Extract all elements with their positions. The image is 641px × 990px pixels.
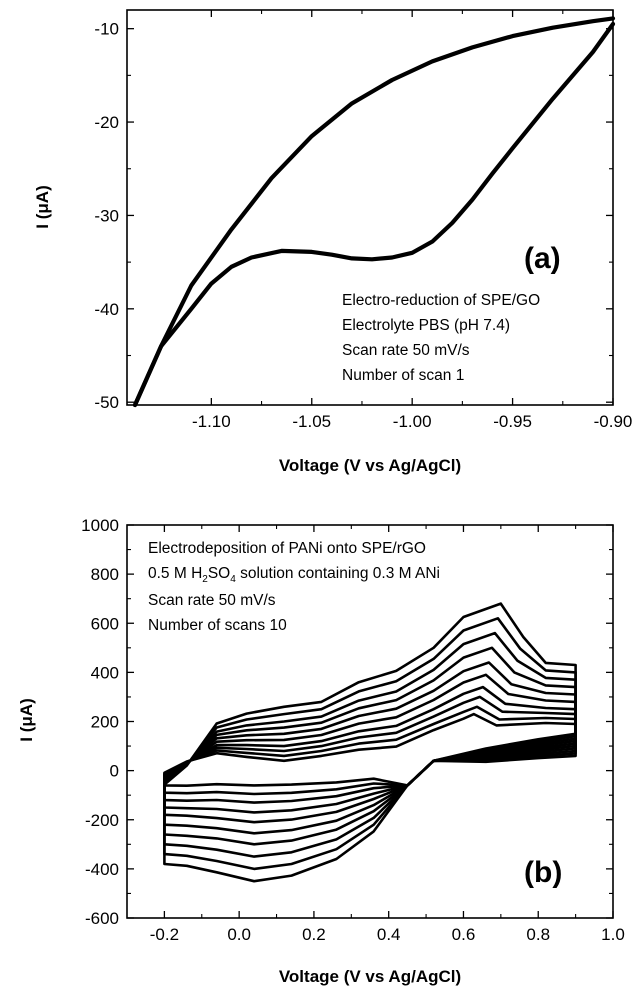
- cv-scan-b-8: [163, 695, 577, 804]
- axis-ticks-b: [127, 524, 614, 919]
- plot-frame-a: [126, 9, 614, 406]
- y-tick-label-b: -200: [85, 811, 119, 830]
- cv-branch-a-1: [132, 16, 616, 408]
- x-tick-label-a: -1.05: [292, 412, 331, 431]
- y-tick-label-a: -40: [94, 300, 119, 319]
- annotation-b-3: Scan rate 50 mV/s: [148, 592, 276, 609]
- annotation-b-2-post: solution containing 0.3 M ANi: [236, 565, 440, 582]
- cv-scan-b-3: [163, 631, 577, 858]
- y-axis-label-b: I (μA): [17, 698, 36, 741]
- x-tick-label-b: 0.8: [526, 925, 550, 944]
- y-tick-label-b: -400: [85, 860, 119, 879]
- x-tick-label-a: -1.10: [192, 412, 231, 431]
- annotation-b-2-sub2: 4: [230, 574, 236, 585]
- y-tick-label-a: -20: [94, 113, 119, 132]
- annotation-b-2: 0.5 M H2SO4 solution containing 0.3 M AN…: [148, 565, 440, 585]
- y-tick-label-b: -600: [85, 909, 119, 928]
- cv-scan-b-1: [163, 602, 577, 883]
- y-tick-label-a: -50: [94, 393, 119, 412]
- y-tick-label-b: 0: [110, 762, 119, 781]
- x-tick-label-b: -0.2: [150, 925, 179, 944]
- y-tick-label-a: -10: [94, 20, 119, 39]
- cv-scan-b-6: [163, 673, 577, 824]
- x-tick-label-b: 0.6: [452, 925, 476, 944]
- x-tick-label-a: -0.90: [594, 412, 633, 431]
- y-tick-labels-a: -50 -40 -30 -20 -10: [94, 20, 119, 413]
- chart-a: -50 -40 -30 -20 -10 -1.10 -1.05 -1.00 -0.95 -0.9…: [33, 9, 632, 475]
- y-tick-label-b: 600: [91, 614, 119, 633]
- x-axis-label-a: Voltage (V vs Ag/AgCl): [279, 456, 461, 475]
- x-tick-labels-b: -0.2 0.0 0.2 0.4 0.6 0.8 1.0: [150, 925, 625, 944]
- x-tick-label-b: 0.0: [227, 925, 251, 944]
- cv-scan-b-7: [163, 685, 577, 814]
- cv-scan-b-5: [163, 661, 577, 835]
- cv-scan-b-10: [163, 712, 577, 788]
- cv-scan-b-2: [163, 616, 577, 871]
- annotation-a-3: Scan rate 50 mV/s: [342, 342, 470, 359]
- chart-b: -600 -400 -200 0 200 400 600 800 1000 -0.2 0.0 0.2…: [17, 516, 625, 986]
- annotation-a-2: Electrolyte PBS (pH 7.4): [342, 317, 510, 334]
- y-tick-label-b: 200: [91, 713, 119, 732]
- cv-branch-a-2: [132, 21, 616, 408]
- y-tick-label-b: 1000: [81, 516, 119, 535]
- cv-scan-b-9: [163, 705, 577, 796]
- annotation-a-1: Electro-reduction of SPE/GO: [342, 292, 540, 309]
- annotation-b-2-sub1: 2: [202, 574, 208, 585]
- x-tick-labels-a: -1.10 -1.05 -1.00 -0.95 -0.90: [192, 412, 632, 431]
- y-tick-labels-b: -600 -400 -200 0 200 400 600 800 1000: [81, 516, 119, 928]
- x-axis-label-b: Voltage (V vs Ag/AgCl): [279, 967, 461, 986]
- y-tick-label-b: 800: [91, 565, 119, 584]
- x-tick-label-a: -0.95: [493, 412, 532, 431]
- cv-scan-b-4: [163, 646, 577, 846]
- annotation-b-2-mid: SO: [208, 565, 230, 582]
- series-group-a: [132, 16, 616, 408]
- x-tick-label-b: 0.4: [377, 925, 401, 944]
- panel-label-b: (b): [524, 856, 562, 889]
- y-axis-label-a: I (μA): [33, 185, 52, 228]
- annotation-b-2-pre: 0.5 M H: [148, 565, 202, 582]
- x-tick-label-b: 0.2: [302, 925, 326, 944]
- x-tick-label-a: -1.00: [393, 412, 432, 431]
- annotation-b-4: Number of scans 10: [148, 617, 287, 634]
- y-tick-label-a: -30: [94, 206, 119, 225]
- x-tick-label-b: 1.0: [601, 925, 625, 944]
- panel-label-a: (a): [524, 242, 561, 275]
- annotation-b-1: Electrodeposition of PANi onto SPE/rGO: [148, 540, 426, 557]
- series-group-b: [163, 602, 577, 883]
- y-tick-label-b: 400: [91, 663, 119, 682]
- annotation-a-4: Number of scan 1: [342, 367, 464, 384]
